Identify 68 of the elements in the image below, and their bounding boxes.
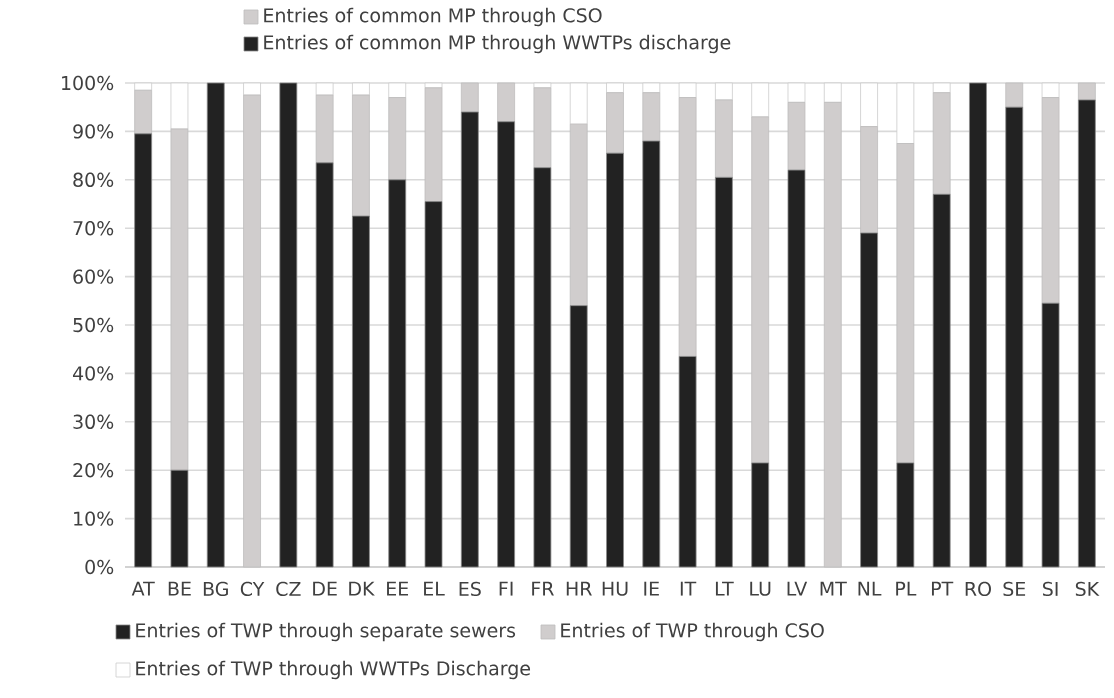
x-tick-label: BE: [168, 581, 191, 596]
bar: [569, 305, 588, 568]
x-tick-label: DK: [349, 581, 375, 596]
bar: [1077, 99, 1096, 568]
x-tick-label: FR: [532, 581, 554, 596]
x-tick-label: NL: [858, 581, 882, 596]
x-tick-label: IT: [680, 581, 697, 596]
bar: [497, 121, 516, 568]
x-tick-label: CZ: [276, 581, 301, 597]
x-tick-label: LU: [750, 581, 771, 596]
bar: [170, 469, 189, 568]
x-tick-label: MT: [820, 581, 847, 596]
y-tick-label: 20%: [73, 463, 114, 478]
y-tick-label: 70%: [73, 221, 114, 236]
bar: [714, 176, 733, 568]
x-tick-label: EE: [387, 581, 409, 596]
y-tick-label: 60%: [73, 269, 114, 284]
legend-label: Entries of common MP through CSO: [264, 7, 602, 27]
x-tick-label: SE: [1003, 581, 1026, 597]
y-tick-label: 50%: [73, 317, 114, 333]
bar: [388, 179, 407, 568]
bar: [134, 133, 153, 568]
bar: [860, 232, 878, 568]
x-tick-label: LT: [715, 581, 734, 596]
bar: [932, 193, 951, 568]
x-tick-label: SI: [1042, 581, 1058, 597]
bar: [606, 152, 624, 568]
bar: [896, 462, 915, 568]
x-tick-label: EL: [424, 581, 445, 596]
bar: [533, 167, 552, 568]
x-tick-label: HU: [602, 581, 628, 596]
x-tick-label: RO: [965, 581, 991, 597]
y-tick-label: 0%: [85, 559, 114, 575]
x-tick-label: BG: [203, 581, 228, 597]
bar: [751, 462, 770, 568]
y-tick-label: 80%: [73, 172, 114, 187]
x-tick-label: FI: [499, 581, 513, 596]
legend-label: Entries of TWP through separate sewers: [136, 622, 516, 642]
bar: [969, 82, 987, 568]
x-tick-label: ES: [459, 581, 481, 597]
bar: [315, 162, 334, 568]
bar: [279, 82, 298, 568]
bar: [352, 215, 370, 568]
y-tick-label: 90%: [73, 124, 114, 139]
bar: [1005, 106, 1024, 568]
x-tick-label: HR: [566, 581, 592, 596]
bar: [678, 356, 697, 568]
y-tick-label: 30%: [73, 414, 114, 429]
legend-label: Entries of common MP through WWTPs discharge: [264, 34, 731, 54]
x-tick-label: CY: [240, 581, 265, 597]
x-tick-label: PT: [931, 581, 954, 596]
bar: [787, 169, 806, 568]
legend-label: Entries of TWP through WWTPs Discharge: [136, 660, 531, 680]
x-tick-label: SK: [1075, 581, 1100, 597]
x-tick-label: LV: [787, 581, 808, 596]
bar: [1041, 302, 1060, 568]
x-tick-label: DE: [313, 581, 337, 596]
bar: [460, 111, 479, 568]
x-tick-label: AT: [131, 581, 155, 596]
x-tick-label: PL: [896, 581, 917, 596]
legend-label: Entries of TWP through CSO: [561, 622, 824, 642]
bar: [424, 201, 443, 568]
x-tick-label: IE: [644, 581, 659, 596]
y-tick-label: 40%: [72, 366, 114, 381]
y-tick-label: 100%: [62, 75, 114, 91]
bar: [206, 82, 225, 568]
y-tick-label: 10%: [74, 511, 114, 526]
bar: [642, 140, 661, 568]
